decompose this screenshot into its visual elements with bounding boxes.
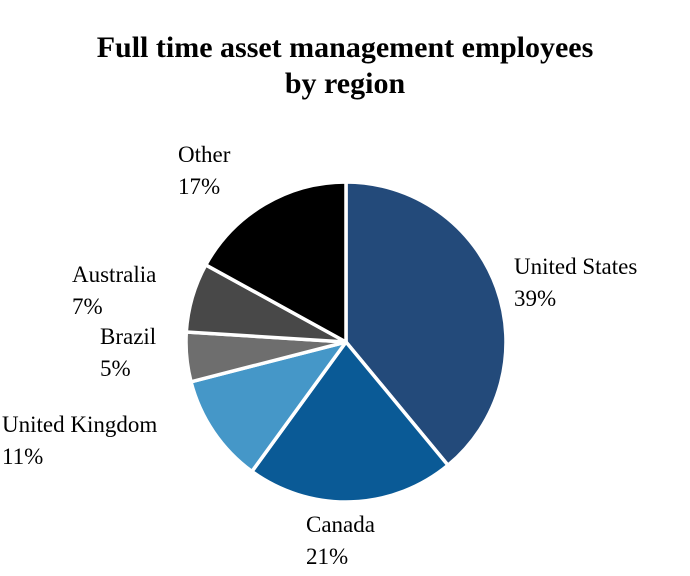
slice-value-other: 17% [178, 174, 220, 199]
slice-label-canada: Canada [306, 512, 375, 537]
pie-slice-united-states [344, 180, 508, 468]
slice-value-brazil: 5% [100, 356, 131, 381]
slice-label-brazil: Brazil [100, 324, 156, 349]
pie-labels: United States 39% Canada 21% United Kingdom 1… [2, 142, 637, 569]
slice-label-united-kingdom: United Kingdom [2, 412, 157, 437]
slice-value-australia: 7% [72, 294, 103, 319]
pie-slice-other [204, 180, 348, 344]
slice-label-united-states: United States [514, 254, 637, 279]
slice-value-united-kingdom: 11% [2, 444, 43, 469]
pie-slices [184, 180, 508, 504]
slice-value-canada: 21% [306, 544, 348, 569]
slice-label-other: Other [178, 142, 231, 167]
slice-label-australia: Australia [72, 262, 156, 287]
chart-title-line-2: by region [285, 67, 406, 100]
pie-slice-united-kingdom [189, 340, 348, 474]
chart-title-line-1: Full time asset management employees [97, 31, 594, 64]
pie-slice-canada [250, 340, 450, 504]
slice-value-united-states: 39% [514, 286, 556, 311]
